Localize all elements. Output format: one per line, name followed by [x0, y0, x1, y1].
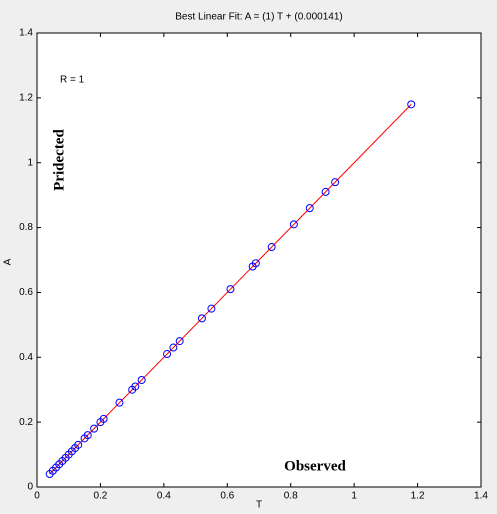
data-point [251, 259, 260, 268]
x-tick-label: 1.2 [411, 491, 425, 502]
data-point [207, 304, 216, 313]
y-tick-label: 0.8 [19, 222, 33, 233]
chart-title: Best Linear Fit: A = (1) T + (0.000141) [175, 12, 343, 23]
x-tick-label: 0 [34, 491, 40, 502]
data-point [175, 337, 184, 346]
data-point [407, 100, 416, 109]
data-point [74, 440, 83, 449]
data-point [90, 424, 99, 433]
y-tick-label: 1.2 [19, 92, 33, 103]
y-tick-label: 1 [27, 157, 33, 168]
x-tick-label: 0.2 [93, 491, 107, 502]
data-point [83, 431, 92, 440]
data-point [321, 187, 330, 196]
annotation: Observed [284, 458, 346, 474]
data-point [226, 285, 235, 294]
x-tick-label: 1 [351, 491, 357, 502]
x-tick-label: 1.4 [474, 491, 488, 502]
y-axis-label: A [3, 258, 14, 265]
data-point [115, 398, 124, 407]
y-tick-label: 0.6 [19, 287, 33, 298]
data-point [289, 220, 298, 229]
data-point [169, 343, 178, 352]
y-tick-label: 0.2 [19, 417, 33, 428]
y-tick-label: 0 [27, 482, 33, 493]
data-point [137, 375, 146, 384]
x-axis-label: T [256, 500, 262, 509]
x-tick-label: 0.6 [220, 491, 234, 502]
data-point [131, 382, 140, 391]
annotation: R = 1 [60, 75, 85, 86]
data-point [99, 414, 108, 423]
y-tick-label: 0.4 [19, 352, 33, 363]
data-point [197, 314, 206, 323]
data-point [305, 204, 314, 213]
x-tick-label: 0.8 [284, 491, 298, 502]
data-point [331, 178, 340, 187]
data-point [267, 243, 276, 252]
annotation: Pridected [51, 129, 67, 191]
y-tick-label: 1.4 [19, 28, 33, 39]
fit-line [49, 103, 412, 475]
data-point [163, 350, 172, 359]
x-tick-label: 0.4 [157, 491, 171, 502]
